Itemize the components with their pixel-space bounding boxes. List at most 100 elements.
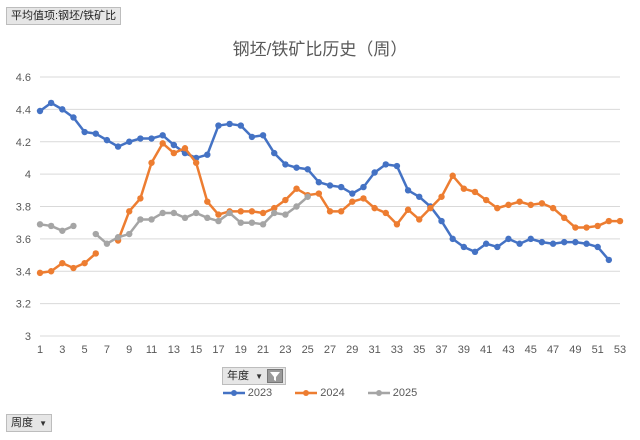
data-point-2023 xyxy=(561,238,568,246)
data-point-2024 xyxy=(494,204,501,212)
data-point-2024 xyxy=(126,208,133,215)
data-point-2025 xyxy=(92,230,99,238)
data-point-2024 xyxy=(605,217,613,225)
x-tick-label: 25 xyxy=(302,344,314,356)
data-point-2023 xyxy=(471,248,479,256)
data-point-2023 xyxy=(449,235,456,243)
x-tick-label: 3 xyxy=(59,344,65,356)
data-point-2024 xyxy=(81,259,88,267)
y-tick-label: 3.6 xyxy=(16,234,31,246)
data-point-2024 xyxy=(282,196,289,204)
data-point-2024 xyxy=(471,188,479,196)
data-point-2024 xyxy=(181,145,189,152)
y-tick-label: 3.8 xyxy=(16,202,31,214)
year-filter-label: 年度 xyxy=(227,370,249,382)
data-point-2024 xyxy=(594,222,601,230)
data-point-2025 xyxy=(181,214,189,222)
data-point-2025 xyxy=(271,209,278,217)
data-point-2024 xyxy=(271,204,278,212)
data-point-2023 xyxy=(482,240,490,247)
data-point-2024 xyxy=(70,264,77,272)
y-tick-label: 3 xyxy=(25,331,31,343)
data-point-2024 xyxy=(505,201,512,209)
legend-item-2024[interactable]: 2024 xyxy=(295,387,345,399)
x-tick-label: 51 xyxy=(592,344,604,356)
data-point-2025 xyxy=(293,203,300,210)
x-tick-label: 45 xyxy=(525,344,537,356)
x-tick-label: 41 xyxy=(480,344,492,356)
data-point-2023 xyxy=(516,240,523,247)
data-point-2025 xyxy=(248,219,256,226)
data-point-2024 xyxy=(482,196,490,204)
data-point-2023 xyxy=(248,133,256,141)
series-line-2023 xyxy=(38,101,611,262)
x-tick-label: 23 xyxy=(279,344,291,356)
legend-label-2025: 2025 xyxy=(392,387,418,399)
data-point-2023 xyxy=(438,217,445,225)
x-tick-label: 19 xyxy=(235,344,247,356)
data-point-2025 xyxy=(204,214,211,222)
x-tick-label: 29 xyxy=(346,344,358,356)
chart-series xyxy=(36,99,624,277)
data-point-2023 xyxy=(159,132,166,139)
x-tick-label: 21 xyxy=(257,344,269,356)
data-point-2025 xyxy=(226,209,233,217)
pivot-value-field-button[interactable]: 平均值项:钢坯/铁矿比 xyxy=(6,7,122,25)
data-point-2023 xyxy=(494,243,501,251)
data-point-2023 xyxy=(81,128,88,136)
data-point-2023 xyxy=(404,187,412,194)
data-point-2024 xyxy=(516,198,523,205)
data-point-2023 xyxy=(416,193,423,200)
data-point-2025 xyxy=(148,216,155,223)
data-point-2024 xyxy=(527,201,534,209)
data-point-2025 xyxy=(215,217,222,225)
y-tick-label: 3.4 xyxy=(16,266,31,278)
year-filter-button[interactable]: 年度 ▼ xyxy=(222,367,286,385)
series-2024 xyxy=(36,140,624,277)
data-point-2023 xyxy=(282,161,289,168)
data-point-2024 xyxy=(170,149,178,157)
data-point-2023 xyxy=(204,151,211,158)
data-point-2024 xyxy=(204,198,211,205)
series-2025 xyxy=(36,193,311,247)
data-point-2024 xyxy=(416,216,423,223)
x-tick-label: 47 xyxy=(547,344,559,356)
data-point-2023 xyxy=(70,114,77,121)
data-point-2024 xyxy=(248,208,256,215)
data-point-2024 xyxy=(427,204,434,212)
legend-item-2025[interactable]: 2025 xyxy=(367,387,418,399)
data-point-2024 xyxy=(349,198,356,205)
legend-swatch-2025 xyxy=(367,390,390,397)
x-tick-label: 15 xyxy=(190,344,202,356)
legend-label-2024: 2024 xyxy=(320,387,345,399)
data-point-2023 xyxy=(583,240,590,247)
data-point-2025 xyxy=(159,209,166,217)
x-tick-label: 5 xyxy=(82,344,88,356)
data-point-2023 xyxy=(237,122,244,129)
x-tick-label: 9 xyxy=(126,344,132,356)
data-point-2023 xyxy=(114,143,122,150)
filter-icon[interactable] xyxy=(266,369,283,383)
chart-title: 钢坯/铁矿比历史（周） xyxy=(233,40,408,59)
legend-item-2023[interactable]: 2023 xyxy=(222,387,272,399)
data-point-2024 xyxy=(259,209,267,217)
data-point-2024 xyxy=(315,190,323,197)
data-point-2023 xyxy=(538,238,546,246)
data-point-2024 xyxy=(393,221,401,228)
data-point-2025 xyxy=(192,209,200,217)
data-point-2023 xyxy=(36,107,44,115)
data-point-2023 xyxy=(572,238,579,246)
week-filter-button[interactable]: 周度 ▼ xyxy=(6,414,52,432)
data-point-2024 xyxy=(36,269,44,277)
data-point-2023 xyxy=(126,138,133,145)
data-point-2025 xyxy=(282,211,289,218)
data-point-2023 xyxy=(226,120,233,128)
y-tick-label: 3.2 xyxy=(16,299,31,311)
data-point-2025 xyxy=(259,221,267,228)
data-point-2024 xyxy=(382,209,389,217)
data-point-2024 xyxy=(360,195,367,202)
data-point-2023 xyxy=(148,135,155,142)
data-point-2023 xyxy=(549,240,557,247)
data-point-2025 xyxy=(70,222,77,230)
